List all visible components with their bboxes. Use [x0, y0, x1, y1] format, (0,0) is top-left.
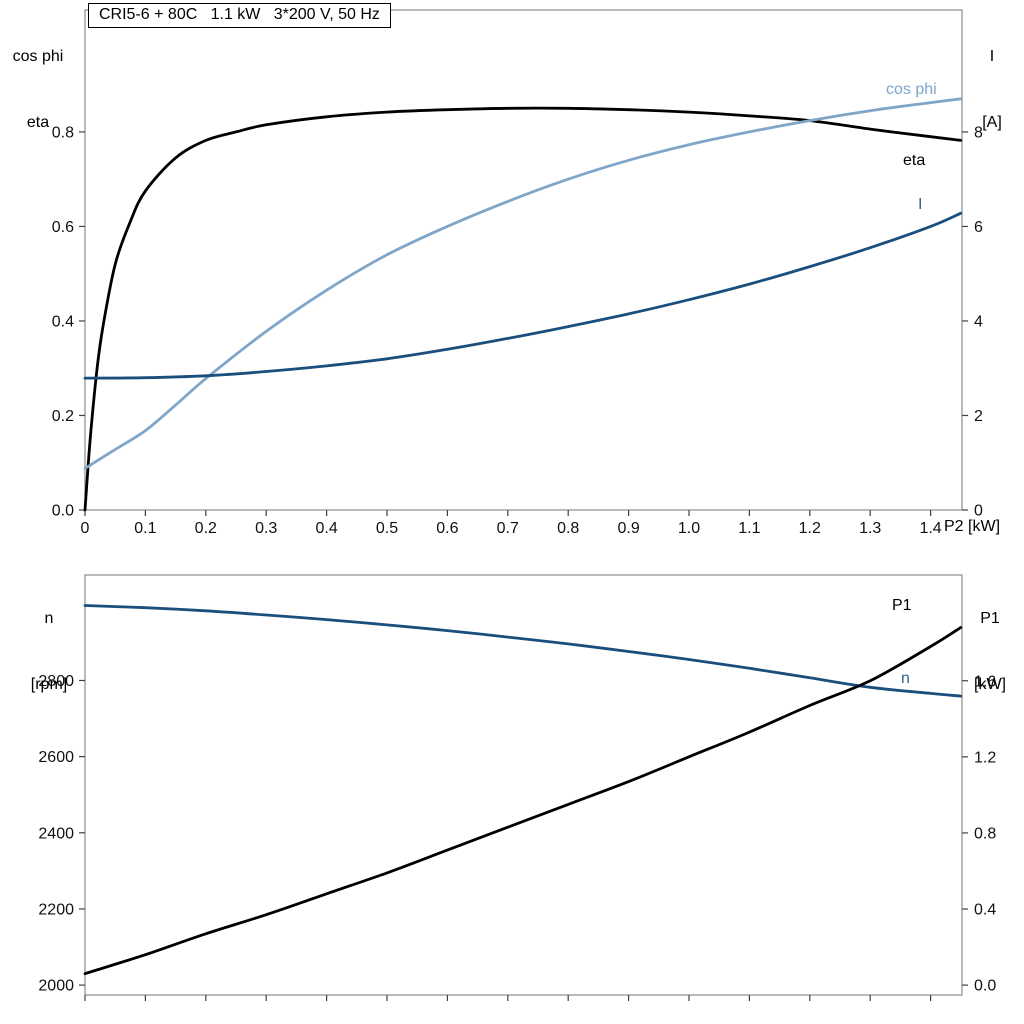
y-left-header-n: n — [44, 610, 54, 627]
y-left-header-rpm: [rpm] — [30, 676, 68, 693]
svg-text:0.5: 0.5 — [376, 520, 398, 537]
svg-text:1.2: 1.2 — [799, 520, 821, 537]
svg-text:1.3: 1.3 — [859, 520, 881, 537]
series-label-current: I — [918, 196, 923, 213]
curve-i — [83, 211, 963, 380]
svg-text:0.2: 0.2 — [195, 520, 217, 537]
svg-text:1.1: 1.1 — [738, 520, 760, 537]
top-right-axis-header: I [A] — [966, 2, 1018, 178]
y-right-header-p1: P1 — [980, 610, 1000, 627]
svg-text:0.4: 0.4 — [52, 313, 74, 330]
bottom-left-axis-header: n [rpm] — [17, 564, 81, 740]
series-label-eta: eta — [903, 152, 926, 169]
svg-text:0.4: 0.4 — [315, 520, 337, 537]
curve-eta — [83, 106, 963, 512]
svg-text:6: 6 — [974, 219, 983, 236]
curve-cos-phi — [83, 97, 963, 470]
svg-text:0.2: 0.2 — [52, 408, 74, 425]
svg-text:2200: 2200 — [38, 901, 74, 918]
svg-text:2400: 2400 — [38, 825, 74, 842]
svg-text:0.8: 0.8 — [557, 520, 579, 537]
svg-text:2: 2 — [974, 408, 983, 425]
svg-text:2600: 2600 — [38, 749, 74, 766]
svg-text:0.6: 0.6 — [52, 219, 74, 236]
svg-text:0.6: 0.6 — [436, 520, 458, 537]
series-label-p1: P1 — [892, 597, 912, 614]
y-right-header-i: I — [989, 48, 995, 65]
svg-text:0: 0 — [81, 520, 90, 537]
y-right-header-amps: [A] — [982, 114, 1002, 131]
curve-p1 — [83, 626, 963, 976]
top-left-axis-header: cos phi eta — [6, 2, 70, 178]
y-left-header-cosphi: cos phi — [12, 48, 64, 65]
svg-text:0.9: 0.9 — [617, 520, 639, 537]
series-label-speed: n — [901, 670, 910, 687]
svg-text:1.4: 1.4 — [919, 520, 941, 537]
svg-text:2800: 2800 — [38, 673, 74, 690]
svg-text:1.2: 1.2 — [974, 749, 996, 766]
curve-n — [83, 604, 963, 698]
y-left-header-eta: eta — [26, 114, 50, 131]
svg-text:0.3: 0.3 — [255, 520, 277, 537]
chart-title-box: CRI5-6 + 80C 1.1 kW 3*200 V, 50 Hz — [88, 3, 391, 28]
svg-text:1.6: 1.6 — [974, 673, 996, 690]
svg-text:0.8: 0.8 — [974, 825, 996, 842]
svg-text:0.8: 0.8 — [52, 124, 74, 141]
svg-text:0.1: 0.1 — [134, 520, 156, 537]
svg-text:0: 0 — [974, 503, 983, 520]
bottom-right-axis-header: P1 [kW] — [962, 564, 1018, 740]
svg-text:0.0: 0.0 — [974, 978, 996, 995]
x-axis-label: P2 [kW] — [944, 518, 1001, 535]
svg-text:0.0: 0.0 — [52, 503, 74, 520]
svg-text:4: 4 — [974, 313, 983, 330]
svg-text:0.4: 0.4 — [974, 902, 996, 919]
svg-text:1.0: 1.0 — [678, 520, 700, 537]
svg-text:2000: 2000 — [38, 978, 74, 995]
svg-text:0.7: 0.7 — [497, 520, 519, 537]
y-right-header-kw: [kW] — [974, 676, 1006, 693]
series-label-cos-phi: cos phi — [886, 81, 937, 98]
svg-text:8: 8 — [974, 124, 983, 141]
